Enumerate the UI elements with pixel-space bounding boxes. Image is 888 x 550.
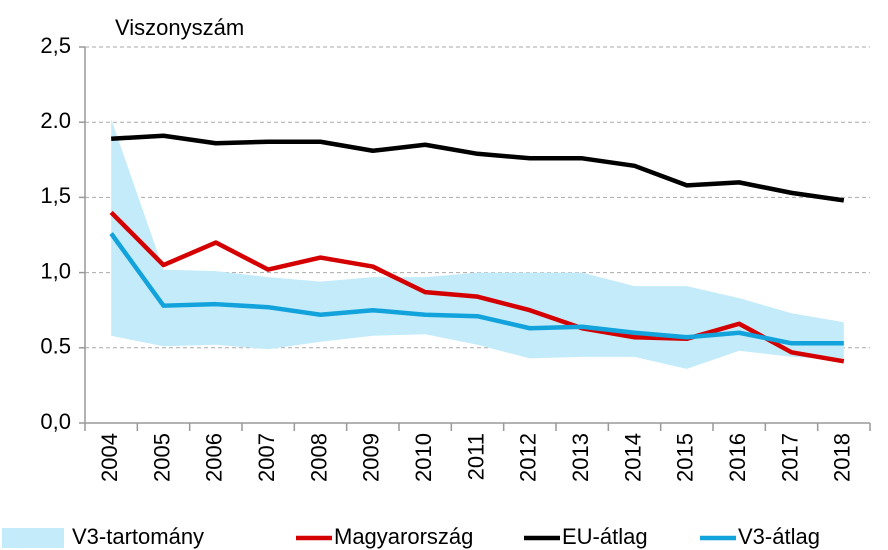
y-tick-label: 0,0 [40, 409, 71, 434]
legend-label: V3-átlag [738, 524, 820, 549]
legend-swatch [2, 528, 64, 548]
series-line [111, 133, 845, 203]
range-area [111, 119, 844, 369]
x-tick-label: 2008 [306, 433, 331, 482]
legend-label: V3-tartomány [72, 524, 204, 549]
x-tick-label: 2010 [411, 433, 436, 482]
x-tick-label: 2005 [149, 433, 174, 482]
x-tick-label: 2006 [202, 433, 227, 482]
x-tick-label: 2007 [254, 433, 279, 482]
x-tick-label: 2004 [97, 433, 122, 482]
x-tick-label: 2018 [830, 433, 855, 482]
y-axis-title: Viszonyszám [115, 15, 244, 40]
legend-label: Magyarország [334, 524, 473, 549]
y-tick-label: 1,0 [40, 258, 71, 283]
y-tick-label: 2,5 [40, 33, 71, 58]
x-tick-label: 2014 [620, 433, 645, 482]
x-tick-label: 2016 [725, 433, 750, 482]
series-line [109, 232, 844, 346]
lines [109, 133, 845, 364]
legend-label: EU-átlag [562, 524, 648, 549]
range-layer [111, 119, 844, 369]
y-tick-label: 1,5 [40, 183, 71, 208]
x-tick-label: 2009 [359, 433, 384, 482]
x-tick-label: 2015 [673, 433, 698, 482]
y-tick-label: 0.5 [40, 334, 71, 359]
x-tick-label: 2013 [568, 433, 593, 482]
series-line [109, 210, 845, 364]
x-tick-label: 2012 [516, 433, 541, 482]
x-tick-label: 2011 [463, 433, 488, 480]
x-tick-label: 2017 [777, 433, 802, 482]
y-tick-label: 2.0 [40, 108, 71, 133]
